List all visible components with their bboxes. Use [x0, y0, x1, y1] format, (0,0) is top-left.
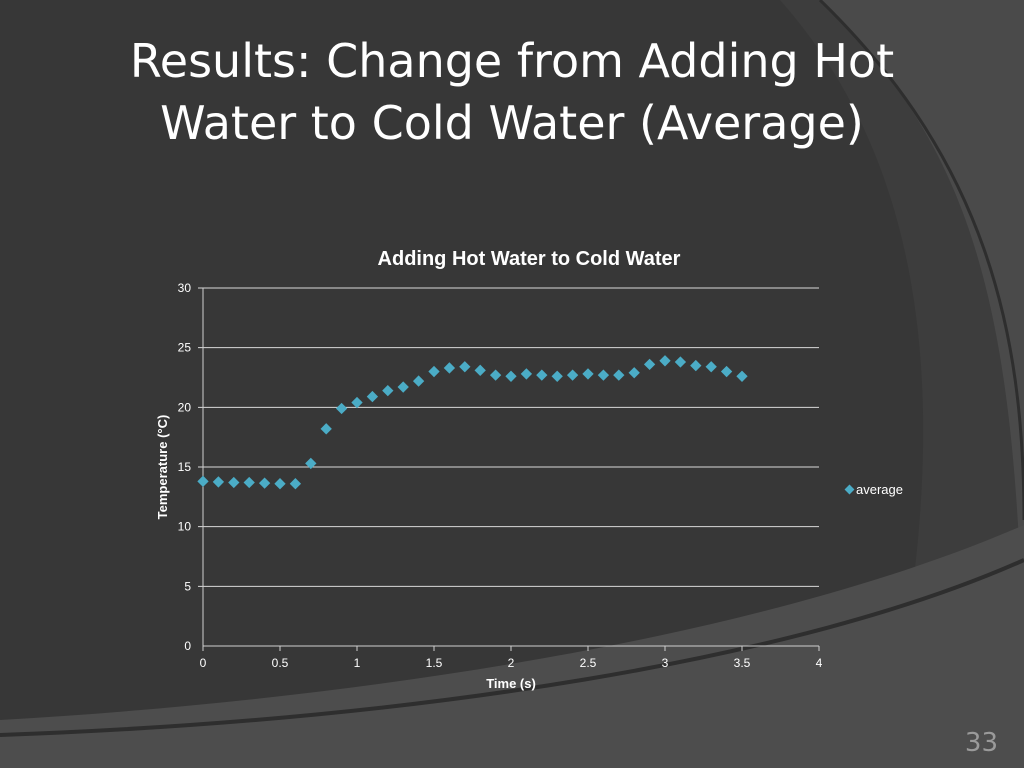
y-axis-label: Temperature (°C)	[155, 415, 170, 520]
data-point	[412, 375, 425, 387]
data-point	[690, 359, 702, 372]
x-axis-label: Time (s)	[486, 676, 536, 691]
data-point	[443, 362, 456, 374]
chart-gridlines	[198, 287, 819, 587]
data-point	[597, 369, 610, 381]
data-point	[212, 476, 225, 488]
x-tick-label: 1.5	[426, 656, 443, 670]
y-tick-label: 5	[184, 579, 191, 593]
data-point	[335, 402, 348, 415]
legend-marker-average	[844, 484, 855, 495]
y-tick-label: 30	[178, 281, 192, 295]
data-point	[305, 457, 317, 470]
data-point	[289, 478, 302, 490]
data-point	[705, 361, 717, 373]
data-point	[366, 390, 379, 403]
x-axis-tick-labels: 0 0.5 1 1.5 2 2.5 3 3.5 4	[200, 646, 823, 670]
x-tick-label: 1	[354, 656, 361, 670]
x-tick-label: 0	[200, 656, 207, 670]
slide-title: Results: Change from Adding Hot Water to…	[0, 30, 1024, 154]
data-point	[520, 368, 533, 380]
x-tick-label: 2.5	[580, 656, 597, 670]
series-average-points	[197, 355, 748, 490]
data-point	[505, 370, 517, 382]
data-point	[736, 370, 748, 382]
data-point	[659, 355, 671, 367]
data-point	[459, 361, 471, 373]
slide-title-line-1: Results: Change from Adding Hot	[129, 34, 895, 88]
data-point	[674, 356, 687, 368]
chart-title: Adding Hot Water to Cold Water	[378, 248, 681, 270]
data-point	[197, 475, 209, 487]
x-tick-label: 2	[508, 656, 515, 670]
data-point	[428, 365, 440, 378]
data-point	[397, 381, 409, 393]
x-tick-label: 0.5	[272, 656, 289, 670]
x-tick-label: 4	[816, 656, 823, 670]
y-tick-label: 0	[184, 639, 191, 653]
slide-title-line-2: Water to Cold Water (Average)	[160, 96, 864, 150]
data-point	[274, 478, 286, 490]
data-point	[474, 364, 486, 376]
y-axis-tick-labels: 0 5 10 15 20 25 30	[178, 281, 192, 653]
data-point	[243, 476, 255, 489]
data-point	[536, 369, 548, 381]
data-point	[489, 369, 502, 381]
x-tick-label: 3	[662, 656, 669, 670]
legend: average	[844, 482, 903, 497]
data-point	[320, 423, 332, 435]
data-point	[643, 358, 656, 371]
legend-label-average: average	[856, 482, 903, 497]
slide-number: 33	[964, 728, 998, 758]
data-point	[551, 370, 563, 382]
y-tick-label: 10	[178, 520, 192, 534]
y-tick-label: 20	[178, 400, 192, 414]
data-point	[382, 384, 394, 397]
y-tick-label: 15	[178, 460, 192, 474]
data-point	[566, 369, 579, 381]
y-tick-label: 25	[178, 341, 192, 355]
data-point	[613, 369, 625, 381]
data-point	[720, 365, 733, 378]
data-point	[582, 368, 594, 380]
data-point	[351, 396, 363, 409]
x-tick-label: 3.5	[734, 656, 751, 670]
data-point	[228, 476, 240, 489]
data-point	[628, 367, 640, 379]
data-point	[258, 477, 271, 489]
